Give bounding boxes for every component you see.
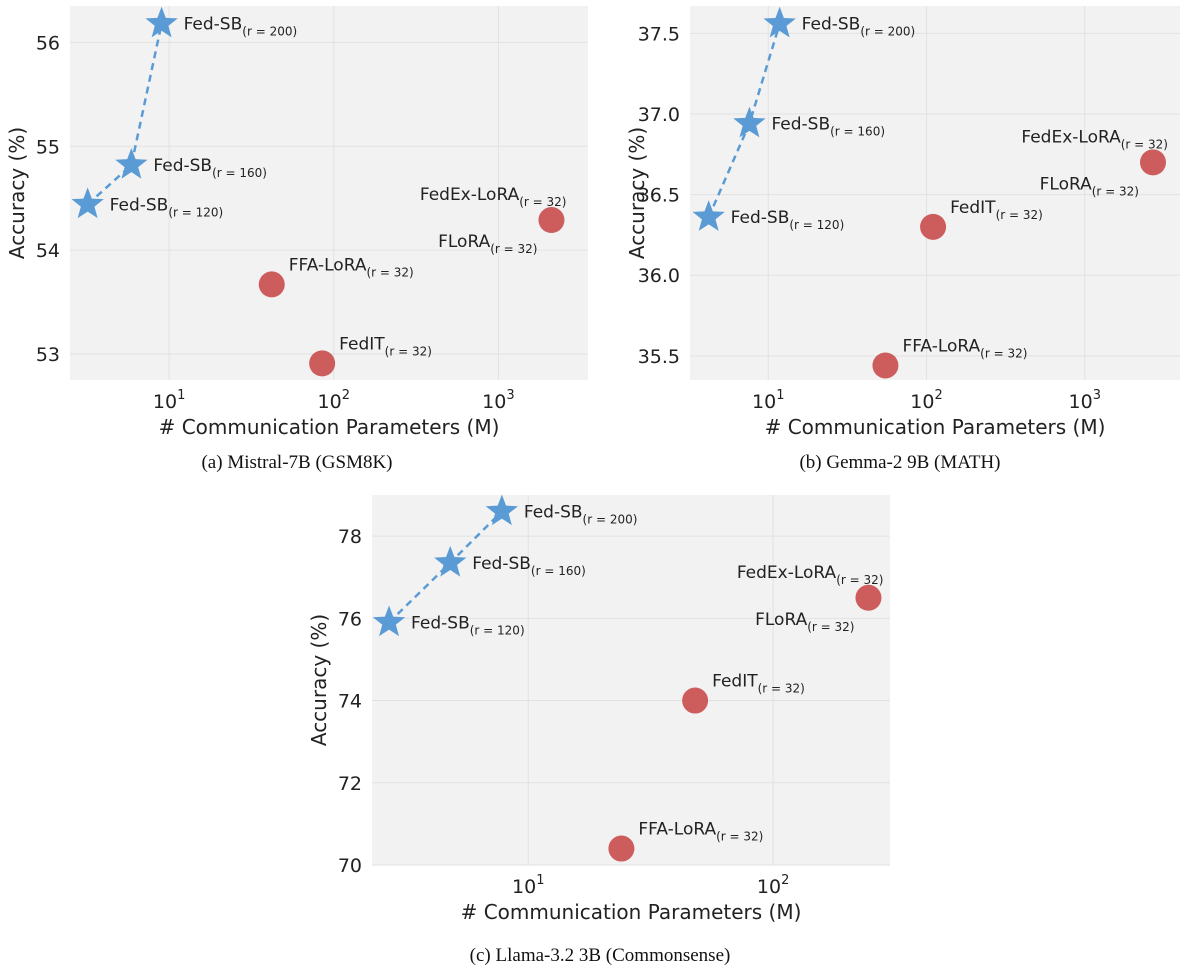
figure-caption: (a) Mistral-7B (GSM8K): [201, 452, 392, 473]
y-tick-label: 56: [36, 32, 60, 54]
y-tick-label: 54: [36, 240, 60, 262]
y-tick-label: 70: [338, 855, 362, 877]
figure-caption: (c) Llama-3.2 3B (Commonsense): [470, 945, 731, 966]
y-tick-label: 37.0: [638, 104, 680, 126]
y-tick-label: 76: [338, 608, 362, 630]
plot-area: [690, 6, 1180, 380]
star-point: [692, 200, 725, 231]
point-label-ffa-lora: FFA-LoRA(r = 32): [902, 336, 1027, 360]
star-point: [485, 494, 519, 526]
point-label-fed-sb: Fed-SB(r = 160): [153, 156, 267, 180]
circle-point: [872, 352, 899, 379]
point-label-fed-sb: Fed-SB(r = 200): [802, 15, 916, 39]
point-label-ffa-lora: FFA-LoRA(r = 32): [638, 820, 763, 844]
point-label-fedit: FedIT(r = 32): [712, 672, 805, 696]
star-point: [372, 605, 406, 637]
point-label-ffa-lora: FFA-LoRA(r = 32): [289, 255, 414, 279]
plot-area: [70, 6, 588, 380]
chart-1: 53 54 55 56 101 102 103# Communication Paramet…: [5, 6, 588, 473]
point-label-fedex-lora: FedEx-LoRA(r = 32): [737, 563, 884, 587]
point-label-fed-sb: Fed-SB(r = 120): [110, 195, 224, 219]
x-tick-label: 103: [482, 388, 514, 413]
chart-2: 35.5 36.0 36.5 37.0 37.5 101 102 103# Communica…: [625, 6, 1180, 473]
x-tick-label: 101: [153, 388, 185, 413]
circle-point: [538, 207, 565, 234]
point-label-fed-sb: Fed-SB(r = 160): [472, 554, 586, 578]
circle-point: [855, 584, 882, 611]
x-axis-label: # Communication Parameters (M): [461, 900, 802, 924]
plot-area: [372, 495, 890, 865]
point-label-fed-sb: Fed-SB(r = 160): [771, 115, 885, 139]
y-tick-label: 36.0: [638, 265, 680, 287]
point-label-fed-sb: Fed-SB(r = 120): [731, 208, 845, 232]
y-axis-label: Accuracy (%): [625, 127, 649, 259]
y-axis-label: Accuracy (%): [5, 127, 29, 259]
y-tick-label: 53: [36, 344, 60, 366]
point-label-flora: FLoRA(r = 32): [755, 610, 854, 634]
y-tick-label: 74: [338, 691, 362, 713]
y-tick-label: 37.5: [638, 23, 680, 45]
y-tick-label: 72: [338, 773, 362, 795]
point-label-flora: FLoRA(r = 32): [438, 232, 537, 256]
point-label-fedex-lora: FedEx-LoRA(r = 32): [1021, 127, 1168, 151]
circle-point: [309, 350, 336, 377]
star-point: [763, 6, 796, 38]
point-label-fedit: FedIT(r = 32): [950, 198, 1043, 222]
point-label-flora: FLoRA(r = 32): [1040, 174, 1139, 198]
x-tick-label: 103: [1069, 388, 1101, 413]
x-tick-label: 101: [512, 873, 544, 898]
x-tick-label: 102: [318, 388, 350, 413]
x-tick-label: 102: [910, 388, 942, 413]
figure-caption: (b) Gemma-2 9B (MATH): [799, 452, 1000, 473]
circle-point: [682, 687, 709, 714]
point-label-fed-sb: Fed-SB(r = 120): [411, 613, 525, 637]
point-label-fed-sb: Fed-SB(r = 200): [524, 502, 638, 526]
star-point: [71, 187, 104, 219]
star-point: [434, 545, 467, 577]
y-tick-label: 55: [36, 136, 60, 158]
y-axis-label: Accuracy (%): [307, 614, 331, 746]
circle-point: [608, 835, 635, 862]
circle-point: [258, 271, 285, 298]
y-tick-label: 35.5: [638, 346, 680, 368]
circle-point: [920, 213, 947, 240]
star-point: [115, 147, 148, 179]
x-axis-label: # Communication Parameters (M): [159, 415, 500, 439]
star-point: [145, 6, 178, 38]
y-tick-label: 36.5: [638, 185, 680, 207]
point-label-fedit: FedIT(r = 32): [339, 334, 432, 358]
point-label-fedex-lora: FedEx-LoRA(r = 32): [420, 185, 567, 209]
x-tick-label: 101: [752, 388, 784, 413]
star-point: [733, 106, 766, 138]
circle-point: [1139, 149, 1166, 176]
x-tick-label: 102: [757, 873, 789, 898]
y-tick-label: 78: [338, 526, 362, 548]
x-axis-label: # Communication Parameters (M): [765, 415, 1106, 439]
point-label-fed-sb: Fed-SB(r = 200): [184, 15, 298, 39]
chart-3: 70 72 74 76 78 101 102# Communication Paramete…: [307, 494, 890, 966]
